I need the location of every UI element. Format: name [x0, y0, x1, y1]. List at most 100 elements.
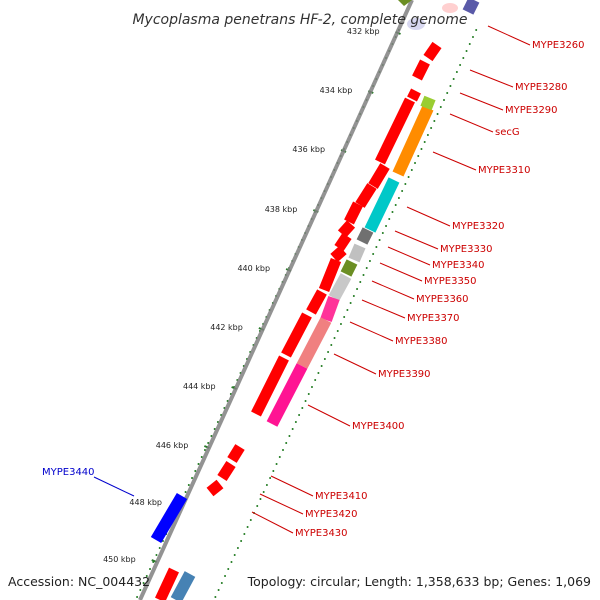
gene-block-mype3370[interactable] — [328, 273, 352, 301]
gene-block-mype3380[interactable] — [320, 295, 340, 323]
gc-dot — [368, 260, 371, 262]
gc-dot — [436, 113, 439, 115]
tick-label: 436 kbp — [292, 145, 325, 154]
gc-dot — [298, 414, 301, 416]
forward-gene-arrow[interactable] — [227, 444, 245, 463]
gene-block-secg[interactable] — [420, 95, 436, 111]
gc-dot — [310, 386, 313, 388]
gene-label[interactable]: MYPE3400 — [352, 421, 405, 432]
gc-dot — [227, 568, 230, 570]
label-leader-line — [307, 404, 351, 427]
gene-label[interactable]: MYPE3320 — [452, 221, 505, 232]
forward-gene-arrow[interactable] — [334, 232, 352, 252]
gc-dot — [375, 246, 378, 248]
gc-dot — [446, 92, 449, 94]
forward-gene-arrow[interactable] — [251, 355, 289, 417]
gc-dot — [259, 498, 262, 500]
gc-dot — [158, 547, 161, 549]
gc-dot — [339, 323, 342, 325]
gene-label[interactable]: MYPE3260 — [532, 40, 585, 51]
gc-dot — [465, 50, 468, 52]
gene-label[interactable]: MYPE3410 — [315, 491, 368, 502]
gc-dot — [394, 204, 397, 206]
summary-text: Topology: circular; Length: 1,358,633 bp… — [247, 574, 591, 589]
forward-gene-arrow[interactable] — [412, 59, 430, 81]
gc-dot — [214, 596, 217, 598]
gene-label[interactable]: MYPE3420 — [305, 509, 358, 520]
forward-gene-arrow[interactable] — [344, 201, 363, 225]
gc-dot — [468, 43, 471, 45]
label-leader-line — [469, 69, 514, 88]
gene-label[interactable]: MYPE3290 — [505, 105, 558, 116]
gene-block-mype3330[interactable] — [356, 227, 374, 245]
gc-dot — [452, 78, 455, 80]
gene-block-mype3390[interactable] — [296, 317, 332, 369]
gc-dot — [220, 582, 223, 584]
forward-gene-arrow[interactable] — [318, 257, 342, 293]
genome-backbone — [138, 0, 414, 600]
forward-gene-arrow[interactable] — [281, 312, 312, 358]
gc-dot — [372, 253, 375, 255]
gene-label[interactable]: secG — [495, 127, 520, 138]
label-leader-line — [333, 353, 377, 375]
tick-label: 440 kbp — [237, 264, 270, 273]
gene-block-faint — [442, 3, 458, 13]
forward-gene-arrow[interactable] — [407, 88, 421, 102]
map-title: Mycoplasma penetrans HF-2, complete geno… — [132, 12, 467, 28]
label-leader-line — [394, 230, 439, 250]
forward-gene-arrow[interactable] — [206, 479, 224, 497]
forward-gene-arrow[interactable] — [330, 245, 347, 263]
forward-gene-arrow[interactable] — [155, 567, 179, 600]
gene-label[interactable]: MYPE3280 — [515, 82, 568, 93]
forward-gene-arrow[interactable] — [375, 97, 415, 165]
gc-dot — [256, 505, 259, 507]
gc-dot — [362, 274, 365, 276]
gc-dot — [139, 589, 142, 591]
gc-dot — [323, 358, 326, 360]
gene-label[interactable]: MYPE3360 — [416, 294, 469, 305]
forward-gene-arrow[interactable] — [306, 289, 327, 315]
forward-gene-arrow[interactable] — [423, 41, 442, 62]
forward-gene-arrow[interactable] — [337, 220, 356, 238]
label-leader-line — [371, 280, 415, 300]
gene-block-mype3320[interactable] — [364, 177, 400, 233]
forward-gene-arrow[interactable] — [217, 461, 236, 481]
gene-block-mype3360[interactable] — [340, 259, 358, 277]
label-leader-line — [379, 262, 423, 282]
gc-dot — [246, 526, 249, 528]
gene-label[interactable]: MYPE3340 — [432, 260, 485, 271]
label-leader-line — [93, 476, 135, 497]
gc-dot — [230, 561, 233, 563]
gc-dot — [320, 365, 323, 367]
gc-dot — [407, 176, 410, 178]
gene-label[interactable]: MYPE3330 — [440, 244, 493, 255]
gc-dot — [184, 491, 187, 493]
gc-dot — [330, 344, 333, 346]
gene-block-mype3450[interactable] — [170, 571, 196, 600]
gc-dot — [346, 309, 349, 311]
gene-label[interactable]: MYPE3350 — [424, 276, 477, 287]
gene-block-mype3400[interactable] — [266, 363, 308, 427]
gene-block-mype3310[interactable] — [392, 105, 434, 177]
gc-dot — [265, 484, 268, 486]
gene-label[interactable]: MYPE3370 — [407, 313, 460, 324]
gc-dot — [430, 127, 433, 129]
gc-dot — [203, 449, 206, 451]
gene-label[interactable]: MYPE3440 — [42, 467, 95, 478]
gene-block-mype3350[interactable] — [348, 243, 366, 263]
gene-label[interactable]: MYPE3310 — [478, 165, 531, 176]
forward-gene-arrow[interactable] — [355, 183, 377, 208]
tick-layer: 432 kbp 434 kbp 436 kbp 438 kbp 440 kbp 442 k… — [103, 27, 401, 564]
tick-label: 448 kbp — [129, 498, 162, 507]
gc-dot — [449, 85, 452, 87]
gene-block-mype3260[interactable] — [462, 0, 480, 15]
gene-label[interactable]: MYPE3380 — [395, 336, 448, 347]
forward-gene-arrow[interactable] — [368, 163, 390, 189]
tick-label: 438 kbp — [265, 205, 298, 214]
gene-label[interactable]: MYPE3430 — [295, 528, 348, 539]
gene-block-mype3440[interactable] — [150, 492, 188, 544]
gc-dot — [401, 190, 404, 192]
gene-label[interactable]: MYPE3390 — [378, 369, 431, 380]
tick-label: 434 kbp — [320, 86, 353, 95]
